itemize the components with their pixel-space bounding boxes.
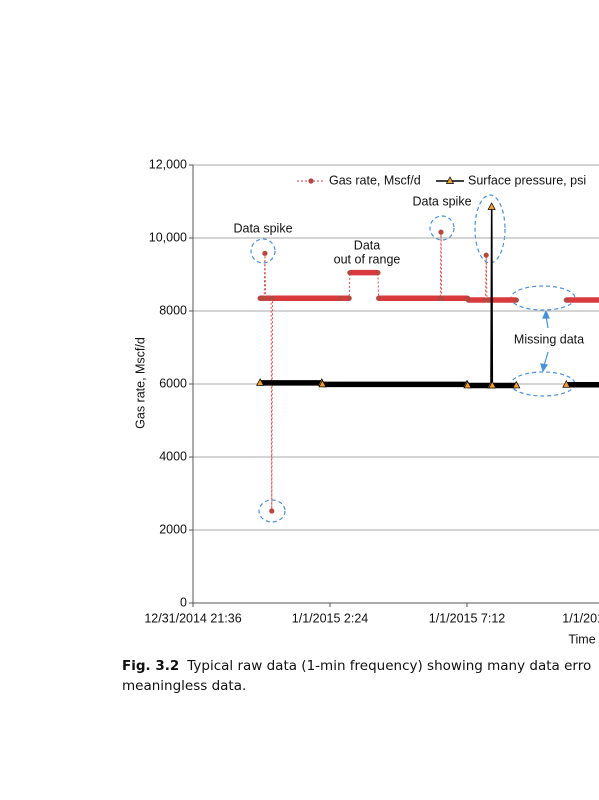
highlight-ellipse [250,238,276,264]
y-tick-label: 2000 [159,522,187,536]
annotation: Data spike [233,221,292,235]
data-point [488,380,497,389]
data-point [562,379,571,388]
arrow-head [540,363,549,373]
data-point [256,378,265,386]
legend: Gas rate, Mscf/d Surface pressure, psi [297,173,586,187]
data-point [484,297,490,303]
highlight-ellipse [474,194,506,264]
caption-text: Typical raw data (1-min frequency) showi… [186,658,591,674]
data-point [512,380,521,389]
data-point [513,297,519,303]
data-point [463,380,472,389]
x-tick-label: 1/1/2015 7:12 [429,611,506,625]
highlight-ellipse [429,215,455,241]
data-point [563,297,569,303]
x-tick-label: 1/1/2015 2:24 [292,611,369,625]
caption-label: Fig. 3.2 [122,658,179,674]
data-point [337,295,343,301]
data-point [439,295,445,301]
annotation: Data [354,238,380,252]
data-point [465,297,471,303]
data-point [269,508,275,514]
series [257,229,599,514]
y-tick-label: 10,000 [149,230,187,244]
data-point [257,295,263,301]
y-axis-label: Gas rate, Mscf/d [133,337,147,429]
arrow-head [542,309,550,319]
data-point [262,250,268,256]
y-tick-label: 8000 [159,303,187,317]
annotation: Data spike [412,194,471,208]
x-tick-label: 1/1/2015 12:00 [562,611,599,625]
y-tick-label: 6000 [159,376,187,390]
annotation: out of range [334,252,401,266]
data-point [269,295,276,301]
legend-marker [308,178,314,184]
caption: Fig. 3.2 Typical raw data (1-min frequenc… [122,658,591,674]
data-point [263,295,269,301]
annotation: Missing data [514,332,584,346]
data-point [376,295,382,301]
legend-label: Surface pressure, psi [468,173,586,187]
legend-marker [445,176,455,184]
data-point [487,202,496,210]
legend-label: Gas rate, Mscf/d [329,173,421,187]
series [256,202,599,389]
data-point [318,379,327,388]
y-tick-label: 12,000 [149,157,187,171]
x-axis-label: Time [568,632,595,646]
annotation-arrows [540,309,550,373]
y-tick-label: 0 [180,595,187,609]
caption-text: meaningless data. [122,678,246,694]
y-tick-label: 4000 [159,449,187,463]
data-point [347,270,353,276]
data-point [483,252,489,258]
data-point [346,295,352,301]
data-point [438,229,444,235]
arrow [543,351,549,367]
annotation-shapes [250,194,576,523]
x-tick-label: 12/31/2014 21:36 [144,611,241,625]
data-point [375,270,381,276]
